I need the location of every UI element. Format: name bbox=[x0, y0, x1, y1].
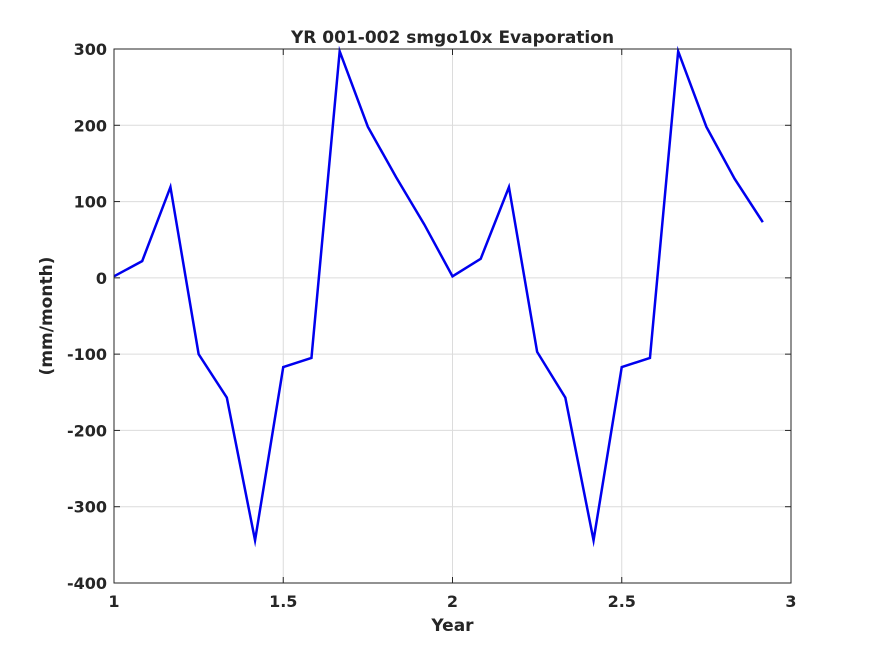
y-tick-label: -100 bbox=[67, 345, 107, 364]
x-tick-label: 1 bbox=[108, 592, 119, 611]
y-tick-label: 100 bbox=[74, 193, 107, 212]
y-tick-label: 300 bbox=[74, 40, 107, 59]
series-layer bbox=[113, 45, 764, 548]
x-axis-label: Year bbox=[430, 616, 474, 636]
y-tick-label: 200 bbox=[74, 116, 107, 135]
x-tick-label: 3 bbox=[785, 592, 796, 611]
evaporation-series-line bbox=[113, 45, 764, 548]
y-tick-label: -400 bbox=[67, 574, 107, 593]
y-tick-label: -300 bbox=[67, 498, 107, 517]
y-tick-label: -200 bbox=[67, 421, 107, 440]
x-tick-label: 1.5 bbox=[269, 592, 297, 611]
tick-layer: 1 1.5 2 2.5 3 -400 -300 -200 -100 0 100 200 300 bbox=[67, 40, 797, 611]
x-tick-label: 2.5 bbox=[608, 592, 636, 611]
x-tick-label: 2 bbox=[447, 592, 458, 611]
grid-lines bbox=[114, 49, 791, 583]
y-axis-label: (mm/month) bbox=[37, 257, 57, 376]
y-tick-label: 0 bbox=[96, 269, 107, 288]
chart-title: YR 001-002 smgo10x Evaporation bbox=[290, 28, 614, 48]
